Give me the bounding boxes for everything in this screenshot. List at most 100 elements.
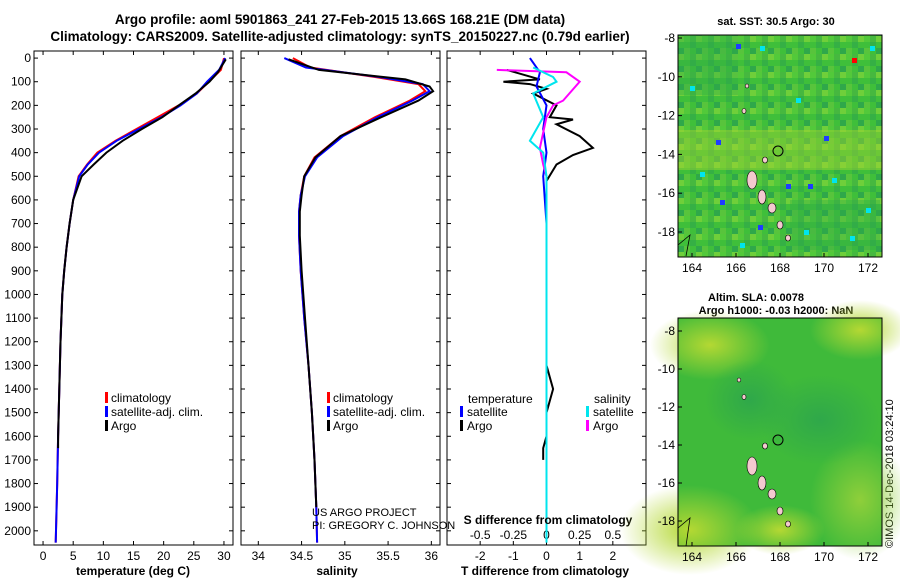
sst-map-ticks: 164 166 168 170 172 -8 -10 -12 -14 -16 -18 xyxy=(658,31,879,275)
altim-map-title1: Altim. SLA: 0.0078 xyxy=(708,292,804,304)
x-tick-label: -1 xyxy=(508,549,519,563)
credit-project: US ARGO PROJECT xyxy=(312,507,417,519)
altimetry-map xyxy=(620,300,900,575)
map-x-tick-label: 170 xyxy=(814,261,834,275)
sst-pixel xyxy=(852,58,857,63)
legend-t-argo-label: Argo xyxy=(467,419,493,433)
sst-pixel xyxy=(700,172,705,177)
argo-position-marker xyxy=(772,145,784,157)
x-tick-label: 2 xyxy=(609,549,616,563)
depth-tick-label: 1700 xyxy=(4,453,31,467)
sst-islands xyxy=(741,83,791,242)
x-tick-label: 0 xyxy=(40,549,47,563)
depth-tick-label: 1400 xyxy=(4,382,31,396)
series-line-climatology xyxy=(292,57,427,543)
map-y-tick-label: -12 xyxy=(658,400,676,414)
sst-pixel xyxy=(804,230,809,235)
sst-pixel xyxy=(786,184,791,189)
legend-climatology-label: climatology xyxy=(111,391,171,405)
depth-tick-label: 200 xyxy=(11,98,31,112)
sst-anomaly-dots xyxy=(690,44,875,248)
legend-temperature-heading: temperature xyxy=(468,392,533,406)
series-line-argo xyxy=(288,58,435,508)
x-tick-label: 35 xyxy=(338,549,352,563)
x-tick-label: 34.5 xyxy=(290,549,314,563)
sst-map xyxy=(677,34,883,258)
depth-tick-label: 1100 xyxy=(5,311,31,325)
legend-s-satellite-label: satellite xyxy=(593,405,634,419)
difference-lines xyxy=(496,57,595,543)
depth-tick-label: 500 xyxy=(11,169,31,183)
legend-climatology-label: climatology xyxy=(333,391,393,405)
map-x-tick-label: 168 xyxy=(770,261,790,275)
salinity-axis: 34 34.5 35 35.5 36 xyxy=(241,51,440,563)
legend-satellite-label: satellite-adj. clim. xyxy=(111,405,203,419)
salinity-panel-frame xyxy=(240,50,441,546)
legend-satellite-swatch xyxy=(105,406,108,417)
legend-climatology-swatch xyxy=(105,392,108,403)
figure-title-line1: Argo profile: aoml 5901863_241 27-Feb-20… xyxy=(115,12,565,27)
figure-title-line2: Climatology: CARS2009. Satellite-adjuste… xyxy=(50,29,629,44)
map-x-tick-label: 172 xyxy=(858,550,878,564)
altim-islands xyxy=(736,377,791,528)
x-tick-label: 0 xyxy=(543,549,550,563)
depth-tick-label: 1900 xyxy=(4,500,31,514)
series-line-argo xyxy=(57,58,227,449)
depth-tick-label: 1600 xyxy=(4,429,31,443)
series-line-salinity-satellite-climatology xyxy=(528,66,558,543)
legend-s-satellite-swatch xyxy=(586,406,589,417)
map-y-tick-label: -16 xyxy=(658,476,676,490)
depth-tick-label: 1800 xyxy=(4,477,31,491)
sst-pixel xyxy=(740,243,745,248)
sst-pixel xyxy=(824,136,829,141)
top-tick-label: -0.5 xyxy=(470,528,491,542)
salinity-lines xyxy=(283,57,435,543)
salinity-legend: climatology satellite-adj. clim. Argo xyxy=(327,391,425,433)
temperature-lines xyxy=(54,57,227,543)
x-tick-label: 36 xyxy=(425,549,439,563)
salinity-xlabel: salinity xyxy=(316,564,358,578)
sst-pixel xyxy=(716,140,721,145)
legend-satellite-label: satellite-adj. clim. xyxy=(333,405,425,419)
altimetry-map-ticks: 164 166 168 170 172 -8 -10 -12 -14 -16 -18 xyxy=(658,324,879,564)
legend-argo-label: Argo xyxy=(111,419,137,433)
sst-map-title: sat. SST: 30.5 Argo: 30 xyxy=(717,16,835,28)
legend-t-satellite-label: satellite xyxy=(467,405,508,419)
depth-tick-labels: 0 100 200 300 400 500 600 700 800 900 1000 1100 1200… xyxy=(4,51,31,538)
temperature-panel-frame xyxy=(33,50,234,546)
sst-pixel xyxy=(796,98,801,103)
depth-tick-label: 1000 xyxy=(4,287,31,301)
x-tick-label: 25 xyxy=(187,549,201,563)
x-tick-label: 15 xyxy=(127,549,141,563)
map-y-tick-label: -8 xyxy=(664,31,675,45)
legend-s-argo-label: Argo xyxy=(593,419,619,433)
legend-argo-swatch xyxy=(105,420,108,431)
depth-tick-label: 800 xyxy=(11,240,31,254)
map-y-tick-label: -8 xyxy=(664,324,675,338)
legend-t-argo-swatch xyxy=(460,420,463,431)
legend-t-satellite-swatch xyxy=(460,406,463,417)
x-tick-label: 34 xyxy=(252,549,266,563)
legend-salinity-heading: salinity xyxy=(594,392,631,406)
map-x-tick-label: 166 xyxy=(726,550,746,564)
map-y-tick-label: -14 xyxy=(658,438,676,452)
depth-tick-label: 600 xyxy=(11,193,31,207)
map-x-tick-label: 170 xyxy=(814,550,834,564)
x-tick-label: 1 xyxy=(576,549,583,563)
map-x-tick-label: 166 xyxy=(726,261,746,275)
depth-tick-label: 1200 xyxy=(4,335,31,349)
depth-tick-label: 400 xyxy=(11,146,31,160)
depth-tick-label: 0 xyxy=(24,51,31,65)
map-y-tick-label: -14 xyxy=(658,147,676,161)
x-tick-label: -2 xyxy=(475,549,486,563)
x-tick-label: 5 xyxy=(70,549,77,563)
sst-pixel xyxy=(736,44,741,49)
argo-position-marker-2 xyxy=(772,434,784,446)
sst-pixel xyxy=(758,225,763,230)
x-tick-label: 30 xyxy=(217,549,231,563)
depth-tick-label: 2000 xyxy=(4,524,31,538)
sst-pixel xyxy=(870,46,875,51)
temperature-legend: climatology satellite-adj. clim. Argo xyxy=(105,391,203,433)
map-x-tick-label: 172 xyxy=(858,261,878,275)
